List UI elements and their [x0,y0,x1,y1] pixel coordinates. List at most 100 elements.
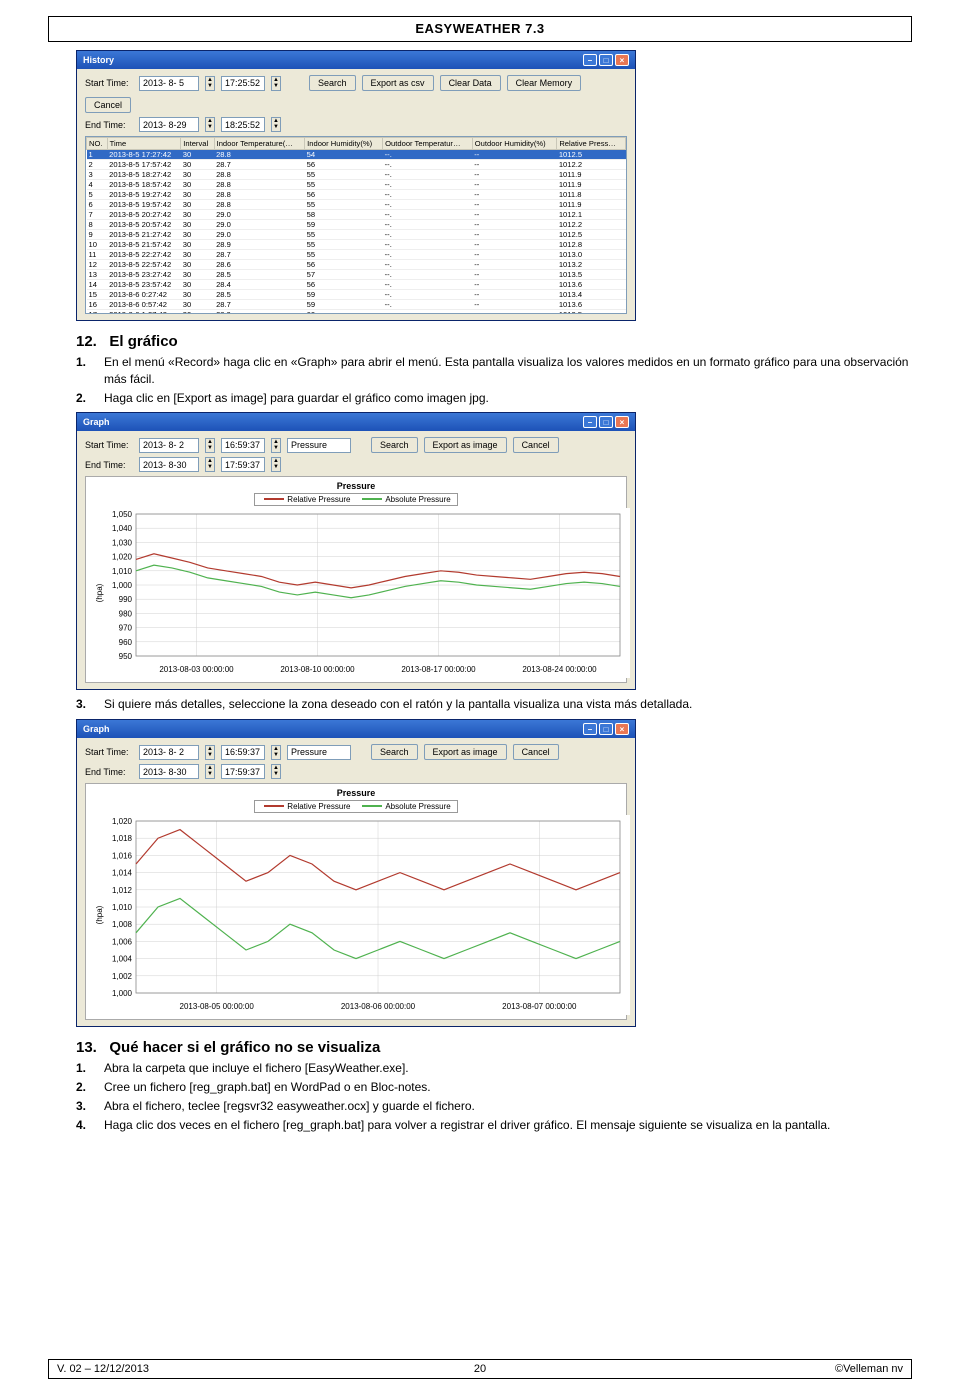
svg-text:1,012: 1,012 [112,886,133,895]
table-header[interactable]: Indoor Humidity(%) [305,138,383,150]
clear-memory-button[interactable]: Clear Memory [507,75,582,91]
end-time-label: End Time: [85,120,133,130]
svg-text:1,008: 1,008 [112,920,133,929]
table-row[interactable]: 92013-8-5 21:27:423029.055--.--1012.5 [87,230,626,240]
end-time-input[interactable] [221,117,265,132]
table-row[interactable]: 152013-8-6 0:27:423028.559--.--1013.4 [87,290,626,300]
spinner-icon[interactable]: ▲▼ [271,76,281,91]
table-row[interactable]: 42013-8-5 18:57:423028.855--.--1011.9 [87,180,626,190]
table-row[interactable]: 22013-8-5 17:57:423028.756--.--1012.2 [87,160,626,170]
svg-text:2013-08-24 00:00:00: 2013-08-24 00:00:00 [522,665,597,674]
spinner-icon[interactable]: ▲▼ [205,117,215,132]
section-12-list: 1.En el menú «Record» haga clic en «Grap… [76,354,912,406]
close-icon[interactable]: × [615,723,629,735]
search-button[interactable]: Search [371,437,418,453]
table-header[interactable]: Time [107,138,181,150]
svg-text:970: 970 [119,624,133,633]
list-item: 1.Abra la carpeta que incluye el fichero… [76,1060,912,1077]
table-header[interactable]: NO. [87,138,108,150]
minimize-icon[interactable]: – [583,723,597,735]
svg-text:1,010: 1,010 [112,903,133,912]
close-icon[interactable]: × [615,416,629,428]
spinner-icon[interactable]: ▲▼ [271,764,281,779]
start-time-input[interactable] [221,76,265,91]
svg-text:2013-08-06 00:00:00: 2013-08-06 00:00:00 [341,1002,416,1011]
spinner-icon[interactable]: ▲▼ [271,745,281,760]
spinner-icon[interactable]: ▲▼ [205,457,215,472]
export-image-button[interactable]: Export as image [424,437,507,453]
spinner-icon[interactable]: ▲▼ [271,457,281,472]
table-row[interactable]: 112013-8-5 22:27:423028.755--.--1013.0 [87,250,626,260]
start-time-input[interactable] [221,438,265,453]
chart1-title: Pressure [90,481,622,491]
search-button[interactable]: Search [309,75,356,91]
maximize-icon[interactable]: □ [599,416,613,428]
clear-data-button[interactable]: Clear Data [440,75,501,91]
table-row[interactable]: 102013-8-5 21:57:423028.955--.--1012.8 [87,240,626,250]
table-row[interactable]: 72013-8-5 20:27:423029.058--.--1012.1 [87,210,626,220]
table-row[interactable]: 12013-8-5 17:27:423028.854--.--1012.5 [87,150,626,160]
history-table[interactable]: NO.TimeIntervalIndoor Temperature(…Indoo… [85,136,627,314]
pressure-chart-2: Pressure Relative Pressure Absolute Pres… [85,783,627,1020]
maximize-icon[interactable]: □ [599,54,613,66]
end-time-input[interactable] [221,764,265,779]
export-csv-button[interactable]: Export as csv [362,75,434,91]
svg-text:1,018: 1,018 [112,834,133,843]
cancel-button[interactable]: Cancel [513,744,559,760]
table-row[interactable]: 32013-8-5 18:27:423028.855--.--1011.9 [87,170,626,180]
table-row[interactable]: 52013-8-5 19:27:423028.856--.--1011.8 [87,190,626,200]
spinner-icon[interactable]: ▲▼ [271,117,281,132]
chart2-svg: 1,0001,0021,0041,0061,0081,0101,0121,014… [90,815,630,1015]
export-image-button[interactable]: Export as image [424,744,507,760]
chart2-title: Pressure [90,788,622,798]
table-header[interactable]: Relative Press… [557,138,626,150]
svg-text:990: 990 [119,596,133,605]
graph-window-1: Graph – □ × Start Time: ▲▼ ▲▼ Search Exp… [76,412,636,690]
table-row[interactable]: 162013-8-6 0:57:423028.759--.--1013.6 [87,300,626,310]
spinner-icon[interactable]: ▲▼ [205,745,215,760]
minimize-icon[interactable]: – [583,54,597,66]
table-row[interactable]: 172013-8-6 1:27:423028.960--.--1013.5 [87,310,626,315]
search-button[interactable]: Search [371,744,418,760]
svg-text:980: 980 [119,610,133,619]
table-row[interactable]: 82013-8-5 20:57:423029.059--.--1012.2 [87,220,626,230]
table-header[interactable]: Interval [181,138,214,150]
table-row[interactable]: 132013-8-5 23:27:423028.557--.--1013.5 [87,270,626,280]
start-date-input[interactable] [139,76,199,91]
table-header[interactable]: Outdoor Humidity(%) [472,138,557,150]
footer-left: V. 02 – 12/12/2013 [57,1363,149,1375]
table-header[interactable]: Indoor Temperature(… [214,138,305,150]
svg-text:1,000: 1,000 [112,989,133,998]
graph1-titlebar: Graph – □ × [77,413,635,431]
start-time-input[interactable] [221,745,265,760]
spinner-icon[interactable]: ▲▼ [205,76,215,91]
list-item: 4.Haga clic dos veces en el fichero [reg… [76,1117,912,1134]
minimize-icon[interactable]: – [583,416,597,428]
start-date-input[interactable] [139,438,199,453]
measure-select[interactable] [287,745,351,760]
start-date-input[interactable] [139,745,199,760]
svg-text:1,020: 1,020 [112,553,133,562]
end-time-input[interactable] [221,457,265,472]
svg-text:1,004: 1,004 [112,955,133,964]
maximize-icon[interactable]: □ [599,723,613,735]
table-row[interactable]: 142013-8-5 23:57:423028.456--.--1013.6 [87,280,626,290]
measure-select[interactable] [287,438,351,453]
graph-window-title: Graph [83,417,110,427]
svg-text:950: 950 [119,652,133,661]
table-row[interactable]: 62013-8-5 19:57:423028.855--.--1011.9 [87,200,626,210]
spinner-icon[interactable]: ▲▼ [205,438,215,453]
graph-window-2: Graph – □ × Start Time: ▲▼ ▲▼ Search Exp… [76,719,636,1027]
cancel-button[interactable]: Cancel [513,437,559,453]
end-date-input[interactable] [139,764,199,779]
close-icon[interactable]: × [615,54,629,66]
end-date-input[interactable] [139,457,199,472]
table-header[interactable]: Outdoor Temperatur… [383,138,473,150]
cancel-button[interactable]: Cancel [85,97,131,113]
history-titlebar: History – □ × [77,51,635,69]
spinner-icon[interactable]: ▲▼ [205,764,215,779]
table-row[interactable]: 122013-8-5 22:57:423028.656--.--1013.2 [87,260,626,270]
spinner-icon[interactable]: ▲▼ [271,438,281,453]
chart-legend: Relative Pressure Absolute Pressure [254,800,457,813]
end-date-input[interactable] [139,117,199,132]
